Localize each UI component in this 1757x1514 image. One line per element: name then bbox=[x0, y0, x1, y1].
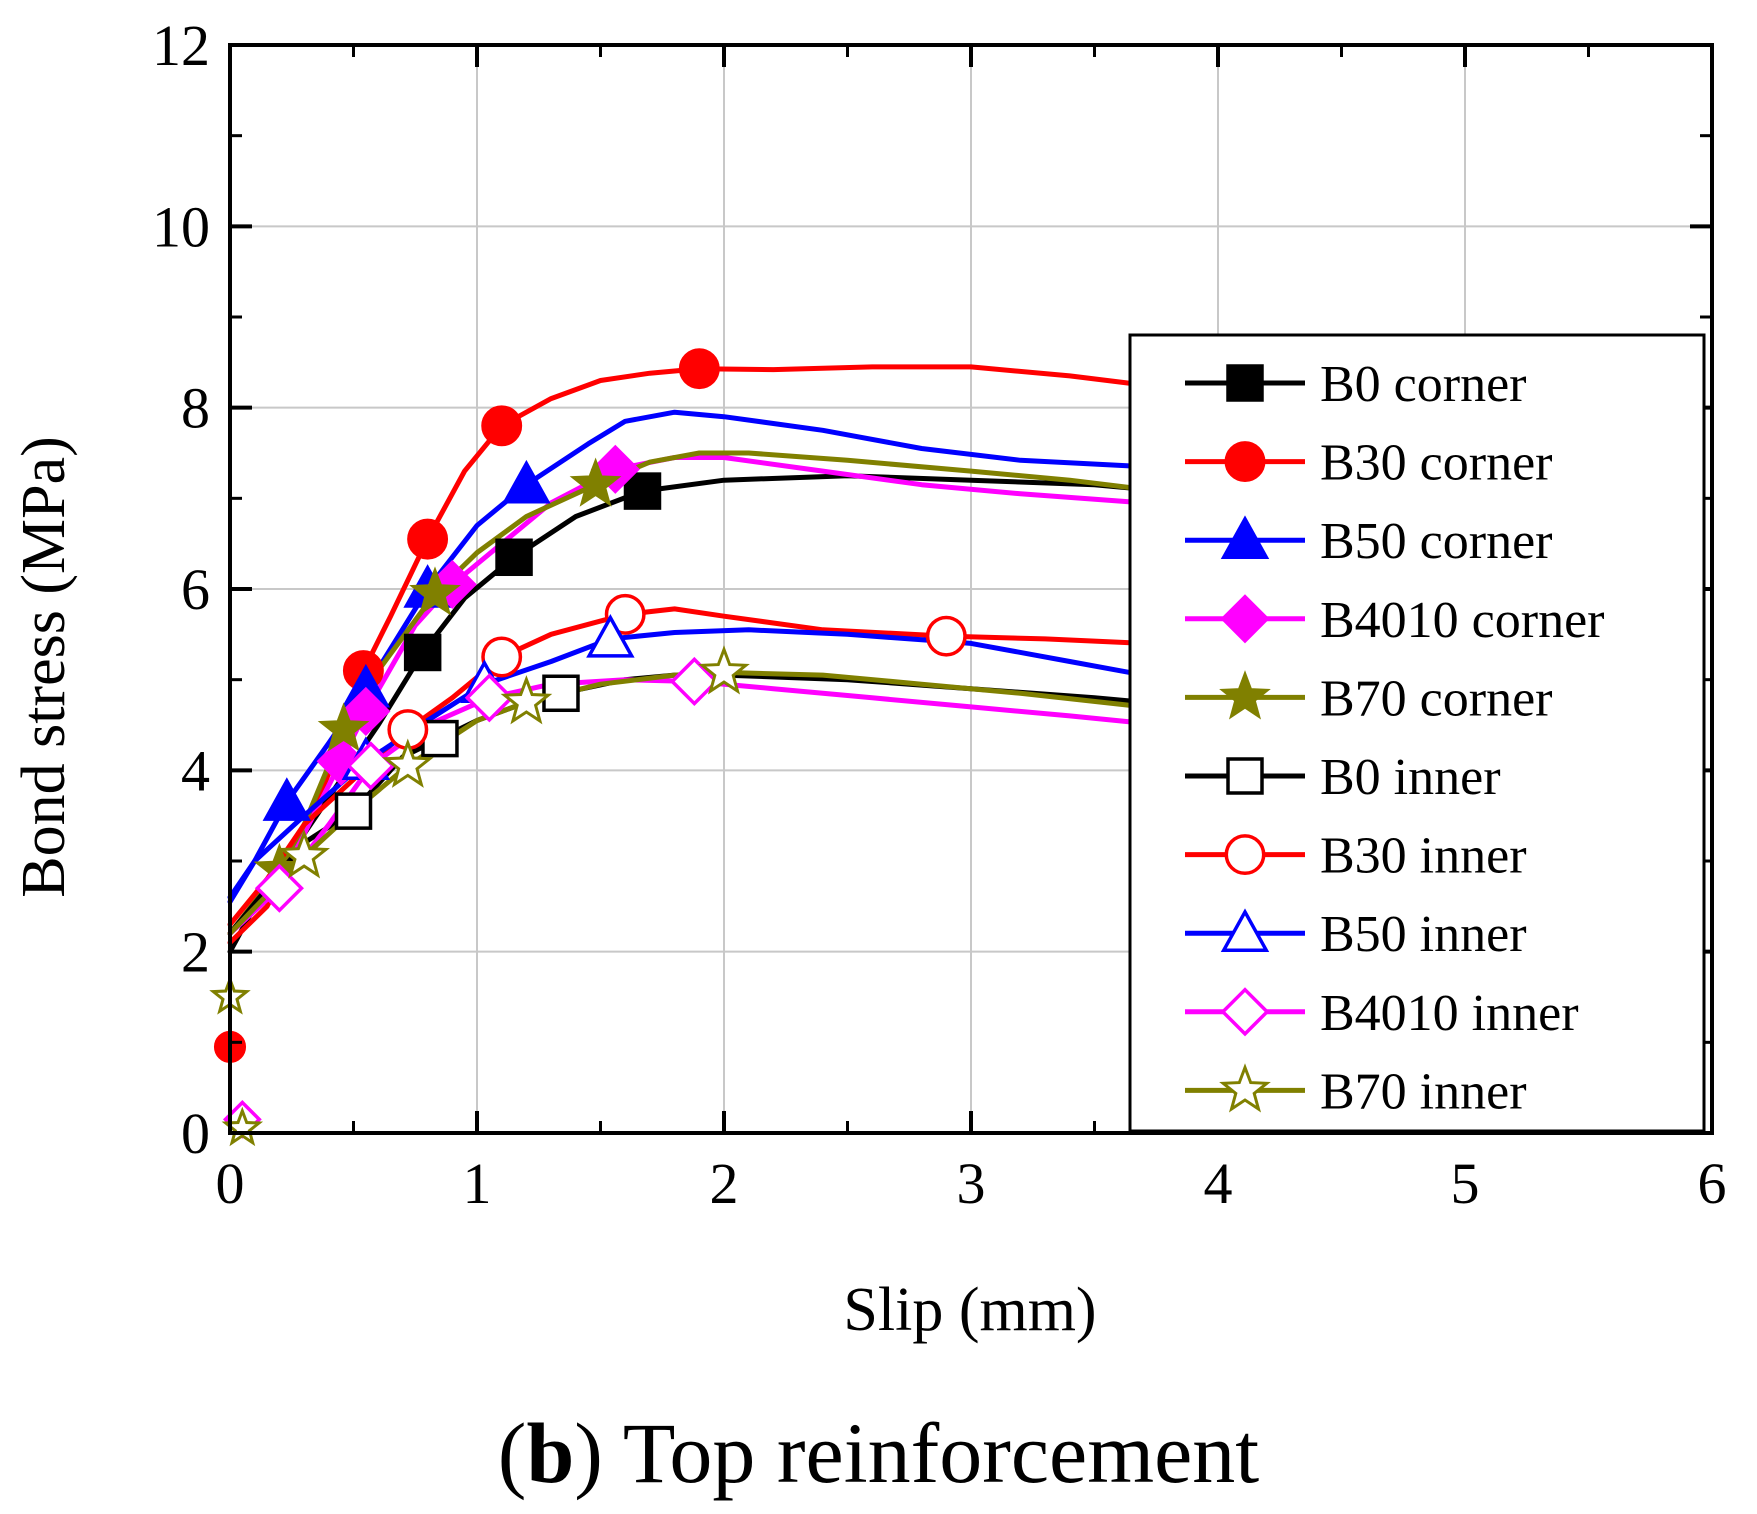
legend-label-b30-inner: B30 inner bbox=[1320, 828, 1527, 885]
x-tick-label: 0 bbox=[216, 1151, 245, 1216]
data-point-b30-corner bbox=[481, 405, 523, 447]
legend: B0 corner B30 corner B50 corner B4010 corne… bbox=[1128, 333, 1706, 1133]
data-point-b50-inner bbox=[586, 614, 635, 658]
legend-label-b0-corner: B0 corner bbox=[1320, 356, 1526, 413]
data-point-b0-corner bbox=[623, 472, 662, 510]
y-tick-label: 10 bbox=[152, 194, 210, 259]
y-axis-title: Bond stress (MPa) bbox=[10, 436, 78, 898]
data-point-b30-inner bbox=[481, 636, 523, 678]
data-point-b4010-inner bbox=[669, 656, 719, 707]
data-point-b4010-corner bbox=[316, 736, 366, 786]
data-point-b70-inner bbox=[500, 675, 553, 725]
x-tick-label: 3 bbox=[957, 1151, 986, 1216]
legend-marker-b0-corner bbox=[1226, 364, 1264, 402]
legend-label-b70-corner: B70 corner bbox=[1320, 670, 1552, 727]
caption-letter: b bbox=[526, 1405, 575, 1501]
caption-text: ) Top reinforcement bbox=[574, 1405, 1260, 1501]
legend-marker-b50-corner bbox=[1220, 515, 1270, 559]
data-point-b30-inner bbox=[604, 593, 646, 635]
data-point-b50-corner bbox=[262, 777, 312, 821]
figure-caption: (b) Top reinforcement bbox=[0, 1410, 1757, 1496]
series-markers bbox=[209, 348, 967, 1147]
y-tick-label: 4 bbox=[181, 738, 210, 803]
data-point-b70-corner bbox=[569, 457, 622, 507]
series-line-b70-corner bbox=[227, 450, 1147, 936]
legend-marker-b70-inner bbox=[1219, 1063, 1271, 1113]
y-tick-label: 0 bbox=[181, 1101, 210, 1166]
data-point-b4010-corner bbox=[590, 444, 640, 494]
y-tick-label: 8 bbox=[181, 376, 210, 441]
data-point-b50-corner bbox=[502, 459, 551, 504]
legend-marker-b50-inner bbox=[1220, 908, 1270, 952]
data-point-b0-inner bbox=[542, 674, 580, 713]
data-point-b30-corner bbox=[407, 518, 449, 560]
data-point-b30-inner bbox=[925, 615, 967, 657]
data-point-b0-corner bbox=[403, 633, 442, 672]
x-tick-label: 1 bbox=[463, 1151, 492, 1216]
series-line-b50-corner bbox=[227, 409, 1147, 900]
x-axis-title: Slip (mm) bbox=[843, 1276, 1096, 1344]
caption-open-paren: ( bbox=[497, 1405, 527, 1501]
legend-label-b50-inner: B50 inner bbox=[1320, 906, 1527, 963]
data-point-b0-corner bbox=[495, 538, 533, 577]
legend-label-b30-corner: B30 corner bbox=[1320, 435, 1552, 492]
data-point-b70-corner bbox=[409, 566, 461, 616]
legend-marker-b70-corner bbox=[1219, 670, 1271, 720]
series-line-b30-inner bbox=[227, 606, 1147, 927]
axes bbox=[228, 43, 1714, 1135]
legend-label-b4010-corner: B4010 corner bbox=[1320, 592, 1604, 649]
y-tick-label: 2 bbox=[181, 920, 210, 985]
data-point-b4010-corner bbox=[341, 686, 391, 736]
legend-label-b50-corner: B50 corner bbox=[1320, 513, 1552, 570]
y-tick-label: 12 bbox=[152, 13, 210, 78]
data-point-b70-corner bbox=[317, 702, 370, 752]
legend-label-b0-inner: B0 inner bbox=[1320, 749, 1501, 806]
legend-marker-b4010-corner bbox=[1220, 594, 1270, 644]
data-point-b4010-inner bbox=[464, 673, 514, 723]
legend-marker-b30-inner bbox=[1224, 834, 1266, 876]
data-point-b0-inner bbox=[334, 792, 373, 830]
x-tick-label: 4 bbox=[1204, 1151, 1233, 1216]
legend-marker-b0-inner bbox=[1226, 757, 1264, 795]
data-point-b4010-inner bbox=[254, 863, 304, 913]
data-point-b70-inner bbox=[381, 738, 434, 788]
data-point-b70-inner bbox=[278, 829, 330, 879]
y-tick-label: 6 bbox=[181, 557, 210, 622]
x-tick-label: 6 bbox=[1698, 1151, 1727, 1216]
x-tick-label: 5 bbox=[1451, 1151, 1480, 1216]
data-point-b70-inner bbox=[698, 645, 750, 695]
legend-label-b70-inner: B70 inner bbox=[1320, 1063, 1527, 1120]
x-tick-label: 2 bbox=[710, 1151, 739, 1216]
legend-marker-b30-corner bbox=[1224, 441, 1266, 483]
legend-label-b4010-inner: B4010 inner bbox=[1320, 985, 1579, 1042]
data-point-b30-corner bbox=[678, 348, 720, 390]
legend-marker-b4010-inner bbox=[1220, 987, 1270, 1037]
